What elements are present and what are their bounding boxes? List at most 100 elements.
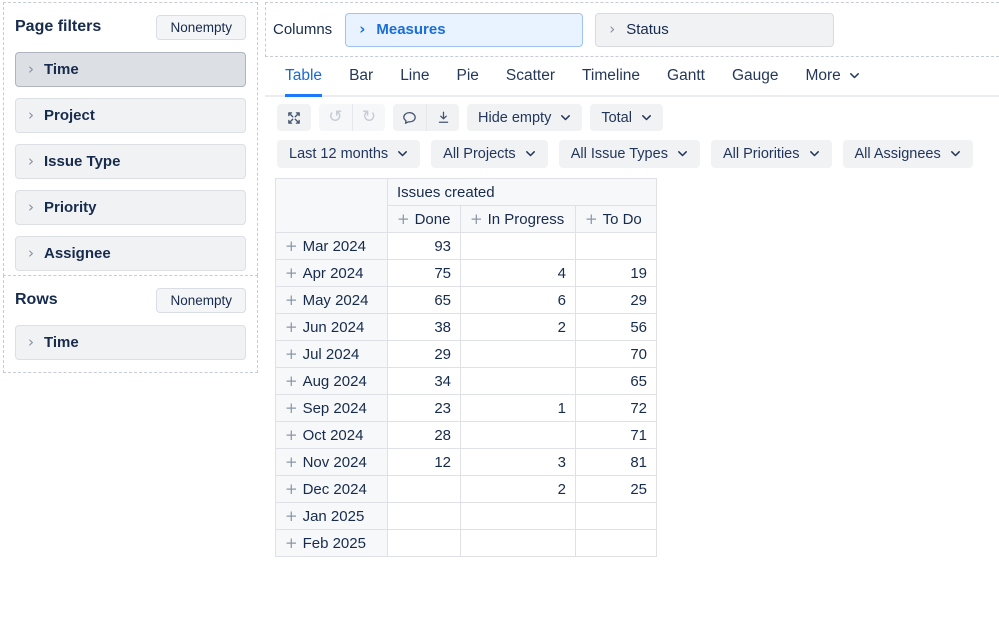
- expand-plus-icon: +: [285, 264, 298, 282]
- rows-panel: Rows Nonempty › Time: [3, 275, 258, 373]
- row-header-label: Mar 2024: [302, 238, 366, 255]
- chevron-right-icon: ›: [28, 244, 34, 262]
- cell-value: [460, 367, 576, 395]
- columns-title: Columns: [273, 21, 333, 38]
- rows-item-time[interactable]: › Time: [15, 325, 246, 360]
- row-header-label: Jan 2025: [302, 508, 365, 525]
- filter-label: All Issue Types: [570, 146, 668, 162]
- table-row: + Feb 2025: [275, 529, 657, 557]
- cell-value: 29: [387, 340, 461, 368]
- cell-value: 1: [460, 394, 576, 422]
- column-header-in-progress[interactable]: + In Progress: [460, 205, 576, 233]
- expand-plus-icon: +: [285, 534, 298, 552]
- filter-priorities-dropdown[interactable]: All Priorities: [710, 140, 832, 168]
- download-button[interactable]: [426, 104, 459, 131]
- page-filter-item-priority[interactable]: › Priority: [15, 190, 246, 225]
- row-header[interactable]: + Mar 2024: [275, 232, 388, 260]
- expand-plus-icon: +: [585, 210, 598, 228]
- columns-chip-measures[interactable]: › Measures: [345, 12, 584, 47]
- filter-issue-types-dropdown[interactable]: All Issue Types: [558, 140, 700, 168]
- table-row: + Sep 2024 23 1 72: [275, 394, 657, 422]
- redo-button[interactable]: ↻: [352, 104, 385, 131]
- table-corner-cell: [275, 178, 388, 233]
- tab-pie[interactable]: Pie: [456, 67, 479, 84]
- expand-button[interactable]: [277, 104, 311, 131]
- undo-button[interactable]: ↺: [319, 104, 352, 131]
- measure-group-header[interactable]: Issues created: [387, 178, 657, 206]
- row-header[interactable]: + Jan 2025: [275, 502, 388, 530]
- row-header[interactable]: + Dec 2024: [275, 475, 388, 503]
- comment-icon: [403, 112, 416, 124]
- pivot-table: Issues created + Done + In Progress + To Do…: [275, 178, 657, 557]
- row-header[interactable]: + May 2024: [275, 286, 388, 314]
- page-filter-item-assignee[interactable]: › Assignee: [15, 236, 246, 271]
- cell-value: 56: [575, 313, 657, 341]
- row-header[interactable]: + Nov 2024: [275, 448, 388, 476]
- cell-value: 12: [387, 448, 461, 476]
- page-filter-dropdowns: Last 12 months All Projects All Issue Ty…: [277, 140, 973, 168]
- cell-value: [387, 475, 461, 503]
- cell-value: 29: [575, 286, 657, 314]
- table-row: + Jan 2025: [275, 502, 657, 530]
- tab-timeline[interactable]: Timeline: [582, 67, 641, 84]
- row-header-label: Dec 2024: [302, 481, 367, 498]
- filter-label: All Projects: [443, 146, 516, 162]
- row-header[interactable]: + Aug 2024: [275, 367, 388, 395]
- row-header[interactable]: + Oct 2024: [275, 421, 388, 449]
- page-filters-nonempty-button[interactable]: Nonempty: [156, 14, 246, 40]
- expand-plus-icon: +: [285, 480, 298, 498]
- column-header-to-do[interactable]: + To Do: [575, 205, 657, 233]
- chevron-down-icon: [642, 114, 651, 120]
- row-header-label: Jun 2024: [302, 319, 365, 336]
- expand-plus-icon: +: [285, 372, 298, 390]
- rows-nonempty-button[interactable]: Nonempty: [156, 287, 246, 313]
- row-header[interactable]: + Sep 2024: [275, 394, 388, 422]
- tab-gauge[interactable]: Gauge: [731, 67, 779, 84]
- dimension-label: Priority: [44, 199, 97, 216]
- cell-value: 65: [575, 367, 657, 395]
- cell-value: 34: [387, 367, 461, 395]
- cell-value: [575, 502, 657, 530]
- dimension-label: Time: [44, 334, 79, 351]
- row-header[interactable]: + Jul 2024: [275, 340, 388, 368]
- row-header[interactable]: + Feb 2025: [275, 529, 388, 557]
- tab-table[interactable]: Table: [285, 58, 323, 97]
- total-dropdown[interactable]: Total: [590, 104, 663, 131]
- cell-value: 38: [387, 313, 461, 341]
- page-filter-item-time[interactable]: › Time: [15, 52, 246, 87]
- cell-value: 3: [460, 448, 576, 476]
- chevron-right-icon: ›: [28, 106, 34, 124]
- table-row: + Apr 2024 75 4 19: [275, 259, 657, 287]
- download-icon: [438, 111, 448, 123]
- cell-value: 71: [575, 421, 657, 449]
- filter-projects-dropdown[interactable]: All Projects: [431, 140, 548, 168]
- page-filter-item-project[interactable]: › Project: [15, 98, 246, 133]
- row-header[interactable]: + Apr 2024: [275, 259, 388, 287]
- row-header[interactable]: + Jun 2024: [275, 313, 388, 341]
- filter-time-dropdown[interactable]: Last 12 months: [277, 140, 421, 168]
- filter-label: Last 12 months: [289, 146, 389, 162]
- cell-value: [387, 502, 461, 530]
- hide-empty-dropdown[interactable]: Hide empty: [467, 104, 583, 131]
- cell-value: [460, 502, 576, 530]
- cell-value: [460, 421, 576, 449]
- tab-more[interactable]: More: [805, 58, 859, 97]
- page-filters-panel: Page filters Nonempty › Time › Project ›…: [3, 2, 258, 276]
- columns-chip-status[interactable]: › Status: [595, 12, 835, 47]
- tab-scatter[interactable]: Scatter: [505, 67, 556, 84]
- comment-button[interactable]: [393, 104, 426, 131]
- tab-line[interactable]: Line: [400, 67, 430, 84]
- filter-assignees-dropdown[interactable]: All Assignees: [842, 140, 973, 168]
- expand-plus-icon: +: [470, 210, 483, 228]
- page-filter-item-issue-type[interactable]: › Issue Type: [15, 144, 246, 179]
- tab-bar[interactable]: Bar: [349, 67, 374, 84]
- cell-value: [575, 232, 657, 260]
- rows-header: Rows Nonempty: [15, 286, 246, 314]
- tab-gantt[interactable]: Gantt: [667, 67, 705, 84]
- expand-plus-icon: +: [285, 399, 298, 417]
- expand-plus-icon: +: [285, 291, 298, 309]
- expand-plus-icon: +: [285, 345, 298, 363]
- column-header-done[interactable]: + Done: [387, 205, 461, 233]
- view-tabbar: Table Bar Line Pie Scatter Timeline Gant…: [265, 58, 999, 97]
- table-row: + Dec 2024 2 25: [275, 475, 657, 503]
